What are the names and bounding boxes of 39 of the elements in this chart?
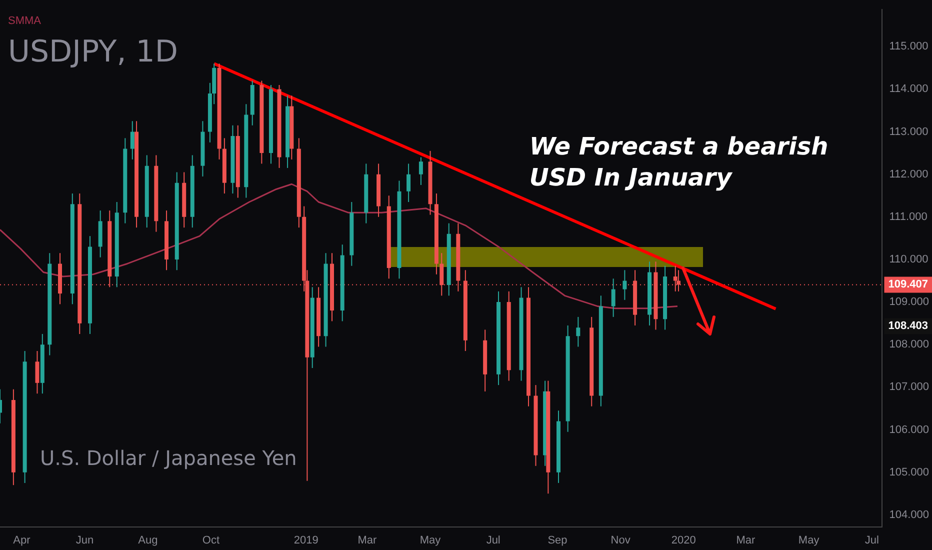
y-tick-label: 104.000 — [889, 508, 930, 521]
x-tick-label: Nov — [610, 534, 631, 546]
text: U.S. Dollar / Japanese Yen — [40, 446, 297, 470]
ref-line-label: 109.407 — [888, 278, 928, 291]
x-tick-label: Apr — [13, 534, 31, 546]
candlestick — [130, 120, 134, 160]
x-tick-label: May — [420, 534, 442, 546]
x-tick-label: Oct — [202, 534, 220, 546]
text: 108.403 — [888, 320, 928, 332]
y-tick-label: 108.000 — [889, 338, 930, 351]
y-tick-label: 113.000 — [889, 126, 928, 138]
x-tick-label: 2020 — [671, 534, 696, 546]
x-tick-label: 2019 — [294, 534, 318, 546]
annotation: We Forecast a bearish USD In January — [529, 132, 828, 192]
candlestick — [622, 270, 627, 300]
x-tick-label: Sep — [548, 534, 568, 546]
candlestick — [406, 163, 411, 203]
y-tick-label: 110.000 — [889, 254, 928, 266]
x-tick-label: Aug — [138, 534, 158, 546]
y-tick-label: 106.000 — [889, 424, 930, 436]
y-tick-label: 112.000 — [889, 168, 928, 180]
candlestick — [576, 316, 580, 348]
y-tick-label: 111.000 — [889, 210, 928, 223]
candlestick — [611, 278, 616, 318]
y-tick-label: 114.000 — [889, 83, 928, 96]
x-tick-label: Mar — [358, 534, 377, 546]
x-tick-label: Jul — [486, 534, 500, 546]
y-tick-label: 115.000 — [889, 40, 928, 53]
x-tick-label: Mar — [736, 534, 756, 546]
candlestick — [35, 350, 40, 394]
text: USDJPY, 1D — [8, 34, 178, 70]
candlestick — [418, 156, 423, 186]
x-tick-label: May — [798, 534, 820, 546]
x-tick-label: Jul — [864, 534, 879, 546]
text: SMMA — [8, 15, 42, 28]
y-tick-label: 105.000 — [889, 466, 930, 478]
x-tick-label: Jun — [76, 534, 94, 546]
y-tick-label: 107.000 — [889, 381, 930, 394]
y-tick-label: 109.000 — [889, 296, 930, 308]
